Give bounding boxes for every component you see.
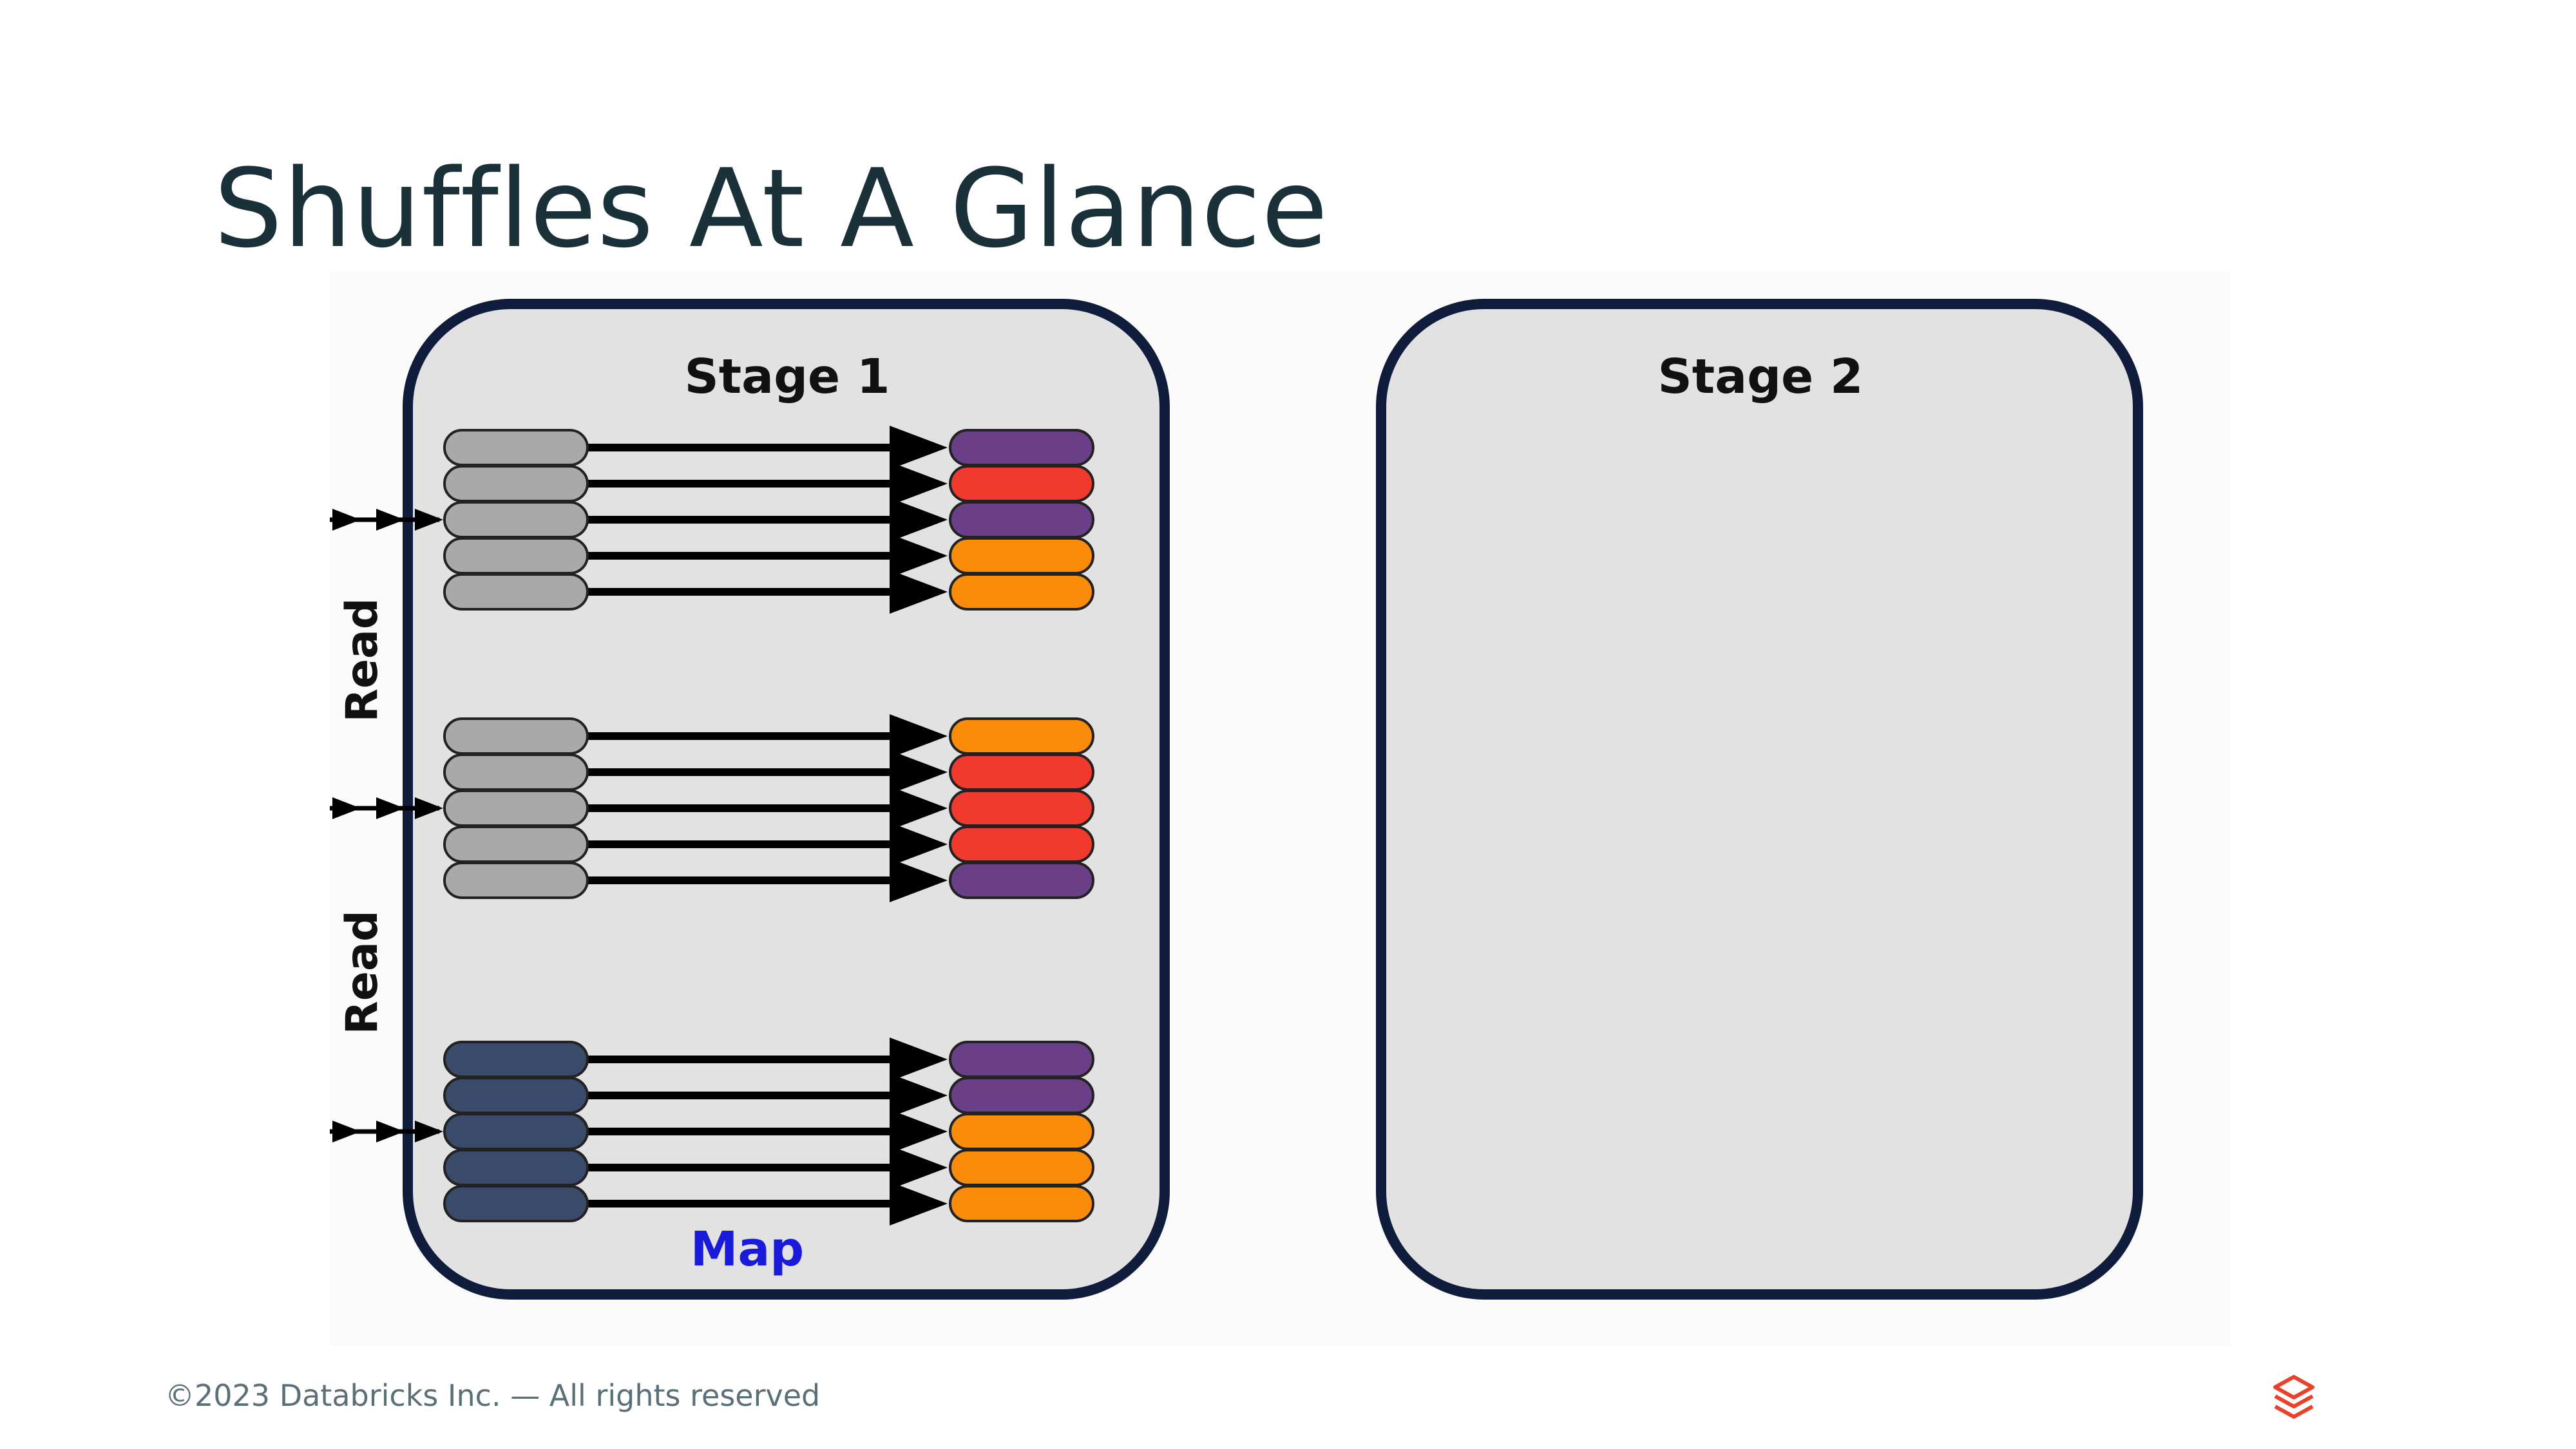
output-partition (949, 573, 1094, 611)
partition-group-1 (330, 426, 1094, 614)
read-arrowhead-1 (332, 797, 361, 819)
read-arrowhead-3 (415, 1121, 443, 1142)
map-arrowhead (890, 462, 948, 506)
map-label: Map (691, 1222, 805, 1277)
map-arrowhead (890, 858, 948, 902)
input-partition (443, 717, 589, 755)
input-partition (443, 465, 589, 502)
map-arrowhead (890, 426, 948, 469)
output-partition (949, 826, 1094, 863)
output-partition (949, 790, 1094, 827)
input-partition (443, 1077, 589, 1114)
map-arrowhead (890, 570, 948, 614)
input-partition (443, 862, 589, 899)
input-partition (443, 790, 589, 827)
output-partition (949, 537, 1094, 574)
map-arrowhead (890, 1074, 948, 1117)
partition-group-2 (330, 714, 1094, 902)
map-arrowhead (890, 822, 948, 866)
output-partition (949, 1185, 1094, 1222)
input-partition (443, 501, 589, 538)
read-arrowhead-2 (376, 1121, 405, 1142)
read-arrowhead-2 (376, 797, 405, 819)
output-partition (949, 1077, 1094, 1114)
input-partition (443, 1041, 589, 1078)
partition-group-3 (330, 1037, 1094, 1226)
input-partition (443, 1149, 589, 1186)
read-arrowhead-3 (415, 509, 443, 531)
input-partition (443, 573, 589, 611)
map-arrowhead (890, 534, 948, 578)
slide-title: Shuffles At A Glance (214, 146, 1329, 272)
map-arrowhead (890, 1110, 948, 1153)
output-partition (949, 1149, 1094, 1186)
partition-groups (330, 426, 1094, 1226)
map-arrowhead (890, 750, 948, 794)
map-arrowhead (890, 786, 948, 830)
databricks-logo-icon (2273, 1375, 2314, 1419)
read-label-2: Read (337, 910, 388, 1034)
read-arrowhead-1 (332, 1121, 361, 1142)
footer-copyright: ©2023 Databricks Inc. — All rights reser… (165, 1378, 821, 1413)
input-partition (443, 753, 589, 791)
map-arrowhead (890, 1037, 948, 1081)
read-arrowhead-2 (376, 509, 405, 531)
map-arrowhead (890, 1182, 948, 1226)
output-partition (949, 753, 1094, 791)
stage-2-box (1376, 299, 2143, 1300)
input-partition (443, 1113, 589, 1150)
stage-2-label: Stage 2 (1657, 349, 1863, 404)
map-arrowhead (890, 714, 948, 758)
output-partition (949, 1113, 1094, 1150)
map-arrowhead (890, 1146, 948, 1189)
output-partition (949, 717, 1094, 755)
input-partition (443, 429, 589, 466)
output-partition (949, 429, 1094, 466)
read-arrowhead-1 (332, 509, 361, 531)
output-partition (949, 862, 1094, 899)
stage-1-label: Stage 1 (684, 349, 890, 404)
output-partition (949, 501, 1094, 538)
read-arrowhead-3 (415, 797, 443, 819)
output-partition (949, 1041, 1094, 1078)
output-partition (949, 465, 1094, 502)
map-arrowhead (890, 498, 948, 542)
input-partition (443, 537, 589, 574)
read-label-1: Read (337, 598, 388, 722)
input-partition (443, 826, 589, 863)
input-partition (443, 1185, 589, 1222)
